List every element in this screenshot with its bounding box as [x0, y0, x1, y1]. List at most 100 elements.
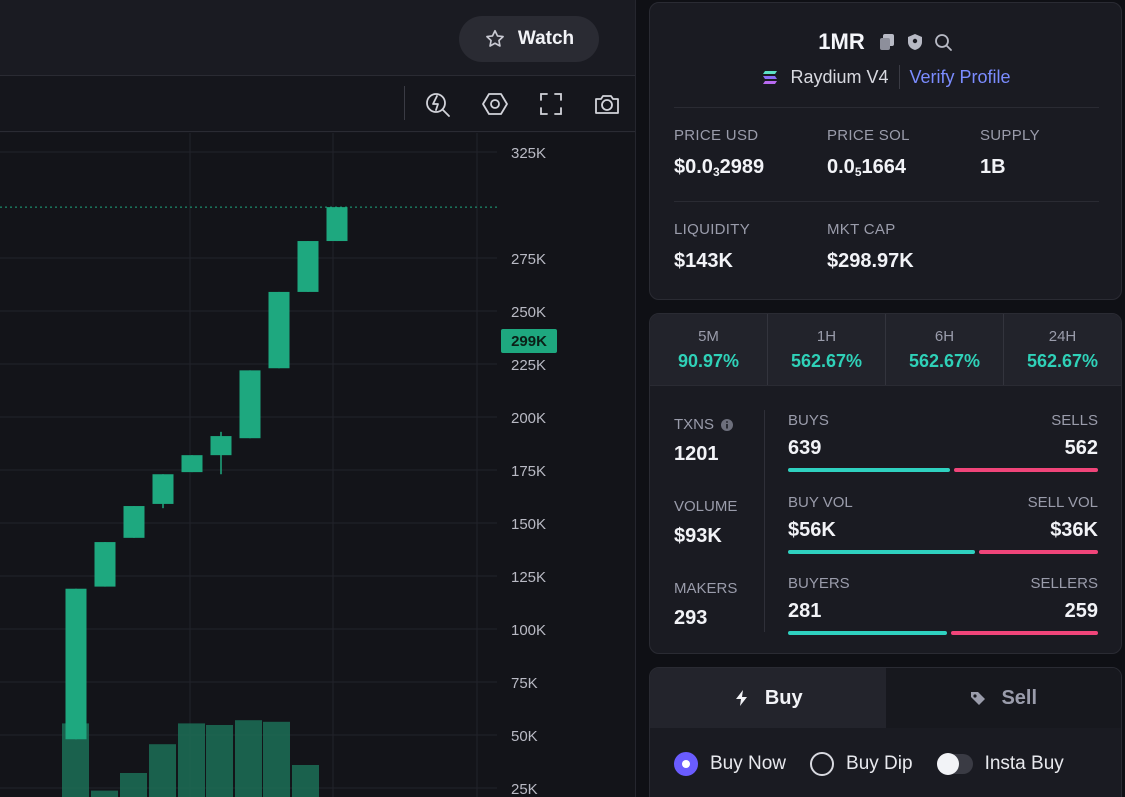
buy-vol-bar	[788, 550, 975, 554]
tab-6h[interactable]: 6H 562.67%	[886, 314, 1004, 385]
fullscreen-button[interactable]	[535, 88, 567, 120]
buys-sells: BUYS SELLS 639 562	[788, 412, 1098, 472]
tab-label: 6H	[934, 327, 955, 345]
settings-icon	[482, 93, 508, 115]
makers-stat: MAKERS 293	[674, 580, 737, 630]
tab-24h[interactable]: 24H 562.67%	[1004, 314, 1121, 385]
fullscreen-icon	[540, 93, 562, 115]
y-tick-label: 150K	[511, 516, 546, 533]
chart-toolbar	[0, 76, 635, 132]
sells-value: 562	[1064, 437, 1098, 459]
volume-bar	[120, 773, 147, 797]
search-button[interactable]	[933, 32, 953, 52]
radio-selected[interactable]	[674, 752, 698, 776]
buy-tab-label: Buy	[764, 686, 803, 709]
y-tick-label: 125K	[511, 569, 546, 586]
shield-button[interactable]	[905, 32, 925, 52]
buyers-fill	[788, 631, 948, 635]
tab-5m[interactable]: 5M 90.97%	[650, 314, 768, 385]
buy-dip-option[interactable]: Buy Dip	[810, 752, 913, 776]
liquidity-label: LIQUIDITY	[674, 221, 751, 238]
volume-bar	[263, 721, 290, 797]
candle-body	[152, 474, 174, 504]
lightning-icon	[735, 690, 747, 706]
tag-icon	[971, 692, 986, 705]
watch-label: Watch	[517, 28, 575, 49]
price-usd-value: $0.032989	[674, 156, 765, 179]
tab-sell[interactable]: Sell	[885, 668, 1121, 728]
sell-vol-label: SELL VOL	[1027, 494, 1098, 511]
volume-bar	[178, 723, 205, 797]
verify-profile-link[interactable]: Verify Profile	[909, 66, 1011, 87]
toolbar-divider	[404, 86, 405, 120]
sellers-label: SELLERS	[1030, 575, 1098, 592]
candle-body	[210, 436, 232, 456]
indicator-button[interactable]	[422, 88, 454, 120]
trade-tabs: Buy Sell	[650, 668, 1121, 728]
candle-body	[65, 588, 87, 740]
supply-label: SUPPLY	[980, 127, 1040, 144]
volume-bar	[91, 790, 118, 797]
volume-value: $93K	[674, 525, 722, 547]
trade-card: Buy Sell Buy Now Buy Dip Insta Buy	[649, 667, 1122, 797]
token-info-card: 1MR Raydium V4 Verify Profile PRICE USD …	[649, 2, 1122, 300]
solana-icon	[760, 67, 780, 87]
insta-buy-toggle[interactable]	[936, 753, 973, 775]
candle-body	[239, 370, 261, 439]
txns-label: TXNS	[674, 416, 715, 433]
price-sol-label: PRICE SOL	[827, 127, 910, 144]
chart-panel: Watch 325K 275K 250K 225K 200K 175K 150K 125K 10	[0, 0, 636, 797]
buy-dip-label: Buy Dip	[846, 753, 913, 774]
star-icon	[485, 29, 504, 47]
volume-bar	[235, 720, 262, 797]
dex-row: Raydium V4 Verify Profile	[650, 65, 1121, 89]
price-chart[interactable]: 325K 275K 250K 225K 200K 175K 150K 125K 100K 75K 5…	[0, 133, 635, 797]
radio-unselected[interactable]	[810, 752, 835, 776]
buyers-sellers: BUYERS SELLERS 281 259	[788, 575, 1098, 635]
buy-now-option[interactable]: Buy Now	[674, 752, 786, 776]
divider	[674, 201, 1099, 202]
y-tick-label: 325K	[511, 145, 546, 162]
candle-body	[268, 291, 290, 369]
y-tick-label: 275K	[511, 251, 546, 268]
dex-divider	[898, 65, 900, 89]
watch-button[interactable]: Watch	[459, 16, 599, 62]
info-icon[interactable]	[720, 418, 734, 432]
supply-value: 1B	[980, 156, 1006, 178]
sell-bar	[954, 468, 1098, 472]
insta-buy-option[interactable]: Insta Buy	[936, 753, 1064, 775]
shield-icon	[907, 34, 922, 50]
buys-sells-bar	[788, 468, 1098, 472]
buy-vol-value: $56K	[788, 519, 836, 541]
volume-stat: VOLUME $93K	[674, 498, 737, 548]
liquidity: LIQUIDITY $143K	[674, 221, 750, 273]
tab-1h[interactable]: 1H 562.67%	[768, 314, 886, 385]
makers-value: 293	[674, 607, 708, 629]
indicator-icon	[426, 93, 450, 117]
tab-buy[interactable]: Buy	[650, 668, 886, 728]
volume-bar	[206, 725, 233, 797]
market-cap-label: MKT CAP	[827, 221, 896, 238]
market-cap: MKT CAP $298.97K	[827, 221, 914, 273]
buy-bar	[788, 468, 951, 472]
screenshot-button[interactable]	[591, 88, 623, 120]
search-icon	[934, 34, 952, 51]
buys-value: 639	[788, 437, 822, 459]
buyers-bar	[788, 631, 1098, 635]
insta-buy-label: Insta Buy	[984, 753, 1064, 774]
volume-label: VOLUME	[674, 498, 738, 515]
settings-button[interactable]	[479, 88, 511, 120]
volume-bar	[788, 550, 1098, 554]
copy-button[interactable]	[877, 32, 897, 52]
stats-divider	[764, 410, 765, 632]
tab-label: 1H	[816, 327, 837, 345]
transaction-stats-card: 5M 90.97% 1H 562.67% 6H 562.67% 24H 562.…	[649, 313, 1122, 654]
token-name: 1MR	[818, 29, 865, 54]
candle-body	[326, 207, 348, 242]
camera-icon	[595, 95, 619, 114]
candle-body	[123, 506, 145, 538]
volume-split: BUY VOL SELL VOL $56K $36K	[788, 494, 1098, 554]
sellers-fill	[951, 631, 1098, 635]
buyers-value: 281	[788, 600, 822, 622]
buy-now-label: Buy Now	[710, 753, 787, 774]
